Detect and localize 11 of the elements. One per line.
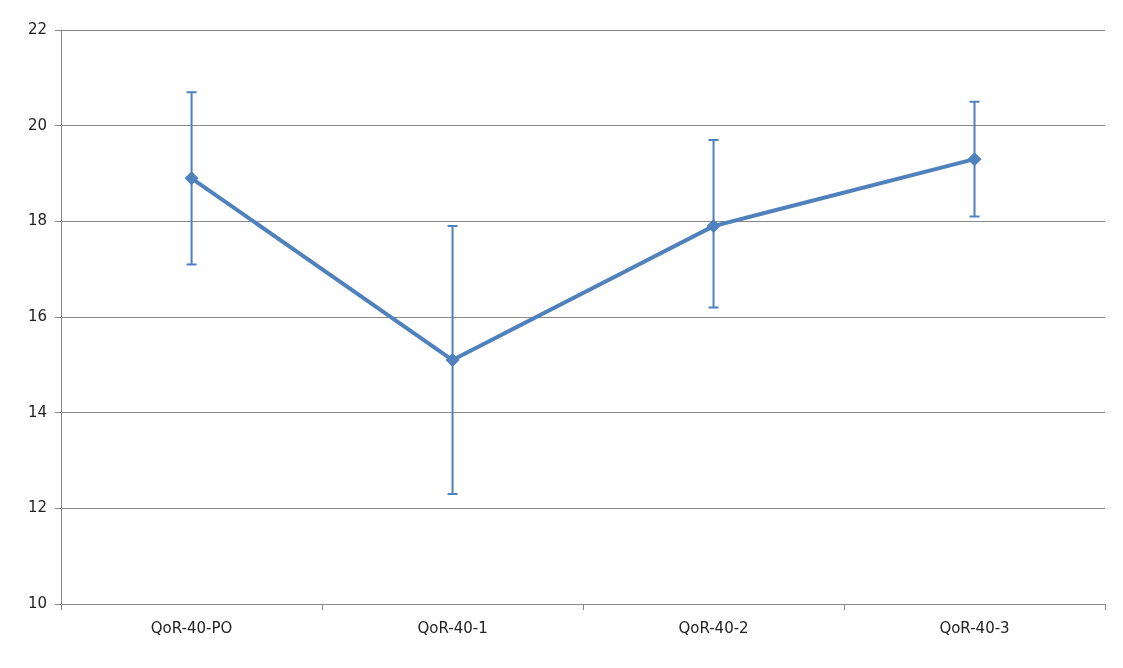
x-tick-label: QoR-40-2: [678, 618, 749, 637]
x-tick-label: QoR-40-1: [417, 618, 488, 637]
y-tick-label: 18: [27, 211, 48, 230]
y-tick-label: 10: [27, 593, 48, 612]
x-tick-label: QoR-40-PO: [150, 618, 233, 637]
x-tick-label: QoR-40-3: [939, 618, 1010, 637]
y-tick-label: 22: [27, 19, 48, 38]
y-tick-label: 14: [27, 402, 48, 421]
y-tick-label: 20: [27, 115, 48, 134]
y-tick-label: 16: [27, 306, 48, 325]
y-tick-label: 12: [27, 498, 48, 517]
